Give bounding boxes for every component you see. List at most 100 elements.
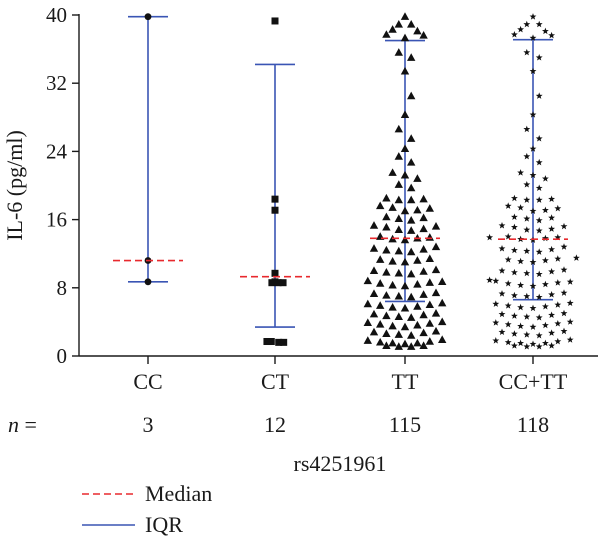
n-label-equals: =: [19, 412, 37, 437]
data-point: [560, 222, 568, 230]
data-point: [548, 195, 556, 203]
data-point: [541, 280, 549, 288]
data-point: [566, 278, 574, 285]
data-point: [413, 338, 422, 347]
data-point: [425, 337, 434, 345]
data-point: [535, 331, 543, 339]
data-point: [548, 245, 556, 253]
data-point: [517, 303, 525, 311]
data-point: [523, 247, 531, 255]
data-point: [517, 169, 525, 176]
data-point: [382, 212, 391, 221]
data-point: [535, 54, 543, 61]
data-point: [510, 330, 518, 337]
data-point: [419, 245, 428, 253]
data-point: [382, 30, 391, 38]
data-point: [363, 299, 372, 308]
legend-median-label: Median: [145, 481, 212, 506]
data-point: [376, 320, 385, 328]
data-point: [529, 207, 537, 214]
data-point: [394, 48, 403, 56]
y-tick-label: 40: [46, 3, 67, 27]
data-point: [388, 256, 397, 265]
data-point: [413, 302, 422, 310]
data-point: [529, 145, 537, 152]
data-point: [535, 314, 543, 321]
data-point: [382, 291, 391, 299]
data-point: [267, 338, 275, 346]
data-point: [523, 269, 531, 277]
data-point: [486, 276, 494, 284]
n-value: 12: [264, 412, 286, 437]
y-ticks: 0 8 16 24 32 40: [46, 3, 79, 368]
data-point: [498, 244, 506, 252]
data-point: [560, 243, 568, 250]
y-tick-label: 16: [46, 208, 67, 232]
data-point: [413, 256, 422, 264]
data-point: [438, 335, 447, 344]
data-point: [431, 326, 441, 335]
data-point: [529, 34, 537, 41]
data-point: [407, 91, 416, 100]
n-value: 118: [517, 412, 549, 437]
y-tick-label: 32: [46, 71, 67, 95]
data-point: [400, 110, 410, 118]
data-point: [388, 25, 397, 33]
data-point: [407, 195, 416, 204]
data-point: [554, 279, 562, 286]
data-point: [504, 320, 512, 328]
data-point: [376, 301, 385, 309]
data-point: [382, 341, 391, 349]
data-point: [535, 135, 543, 142]
data-point: [529, 282, 537, 290]
x-tick-label: TT: [392, 369, 419, 394]
data-point: [413, 205, 422, 214]
data-point: [492, 277, 500, 284]
data-point: [271, 17, 279, 25]
data-point: [431, 308, 441, 317]
data-point: [400, 303, 410, 312]
data-point: [394, 268, 403, 277]
y-tick-label: 0: [57, 344, 68, 368]
data-point: [517, 322, 525, 330]
data-point: [425, 254, 434, 263]
data-point: [548, 225, 556, 232]
data-point: [382, 222, 391, 231]
data-point: [548, 342, 556, 349]
data-point: [566, 336, 574, 343]
data-point: [523, 215, 531, 222]
data-point: [535, 248, 543, 255]
data-point: [560, 309, 568, 317]
data-point: [400, 257, 410, 266]
data-point: [407, 313, 416, 321]
data-point: [376, 337, 385, 346]
data-point: [486, 233, 494, 241]
data-point: [144, 278, 152, 286]
data-point: [523, 181, 531, 188]
data-groups: [113, 12, 580, 350]
data-point: [413, 320, 422, 329]
data-point: [541, 256, 549, 264]
data-point: [388, 321, 397, 330]
data-point: [400, 144, 410, 153]
data-point: [144, 13, 152, 21]
data-point: [523, 196, 531, 203]
data-point: [394, 152, 403, 160]
data-point: [419, 224, 428, 233]
data-point: [541, 302, 549, 310]
data-point: [560, 327, 568, 335]
data-point: [523, 313, 531, 320]
data-point: [407, 216, 416, 224]
data-point: [523, 331, 531, 338]
legend-iqr-label: IQR: [145, 512, 183, 537]
group-cc-plus-tt: [486, 13, 580, 350]
data-point: [407, 247, 416, 256]
data-point: [400, 66, 410, 75]
data-point: [425, 278, 434, 286]
data-point: [492, 319, 500, 326]
data-point: [425, 300, 434, 309]
data-point: [554, 320, 562, 327]
data-point: [394, 330, 403, 338]
data-point: [492, 300, 500, 307]
data-point: [394, 291, 403, 300]
